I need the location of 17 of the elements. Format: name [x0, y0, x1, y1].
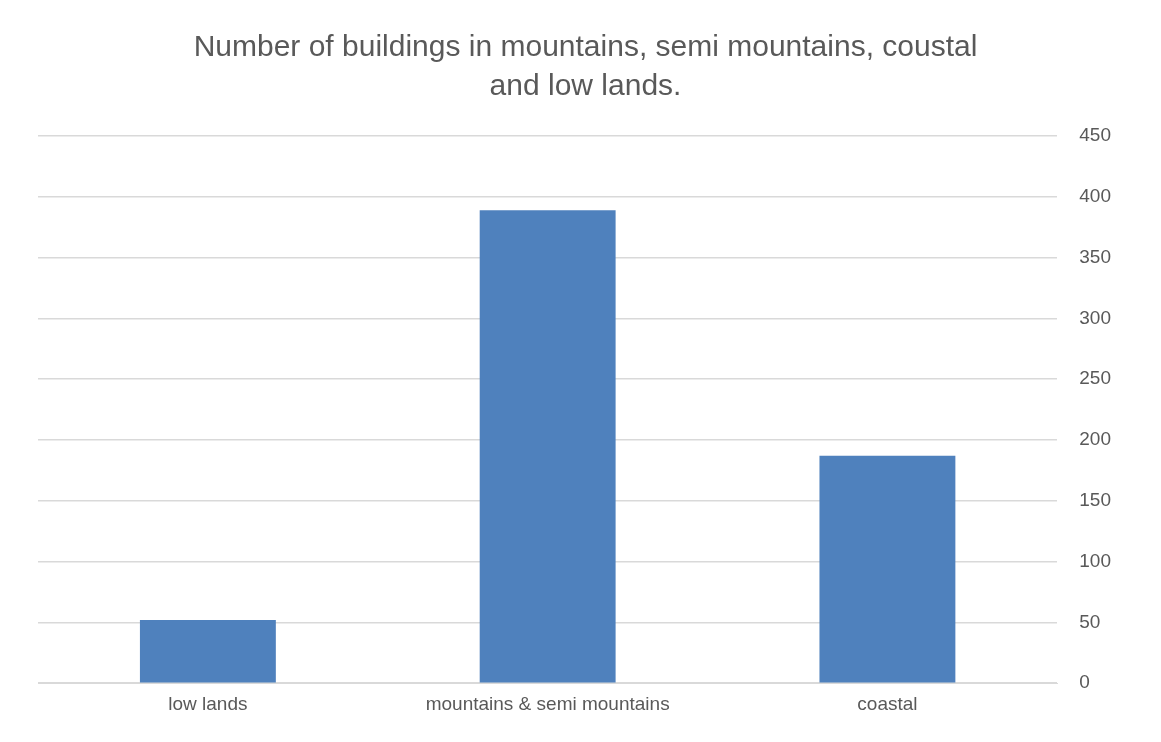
y-tick-label: 50 — [1079, 610, 1101, 632]
y-tick-label: 100 — [1079, 549, 1111, 571]
y-tick-label: 300 — [1079, 306, 1111, 328]
bar — [139, 619, 276, 683]
y-tick-label: 0 — [1079, 671, 1090, 693]
x-tick-label: low lands — [168, 692, 248, 714]
y-tick-label: 150 — [1079, 489, 1111, 511]
y-tick-label: 400 — [1079, 185, 1111, 207]
x-tick-label: coastal — [857, 692, 918, 714]
y-tick-label: 200 — [1079, 428, 1111, 450]
bar — [819, 455, 956, 683]
y-tick-label: 350 — [1079, 245, 1111, 267]
bar — [479, 210, 616, 683]
x-tick-label: mountains & semi mountains — [425, 692, 670, 714]
y-tick-label: 450 — [1079, 124, 1111, 146]
y-tick-label: 250 — [1079, 367, 1111, 389]
chart-title: Number of buildings in mountains, semi mountains, coustal and low lands. — [193, 28, 978, 101]
